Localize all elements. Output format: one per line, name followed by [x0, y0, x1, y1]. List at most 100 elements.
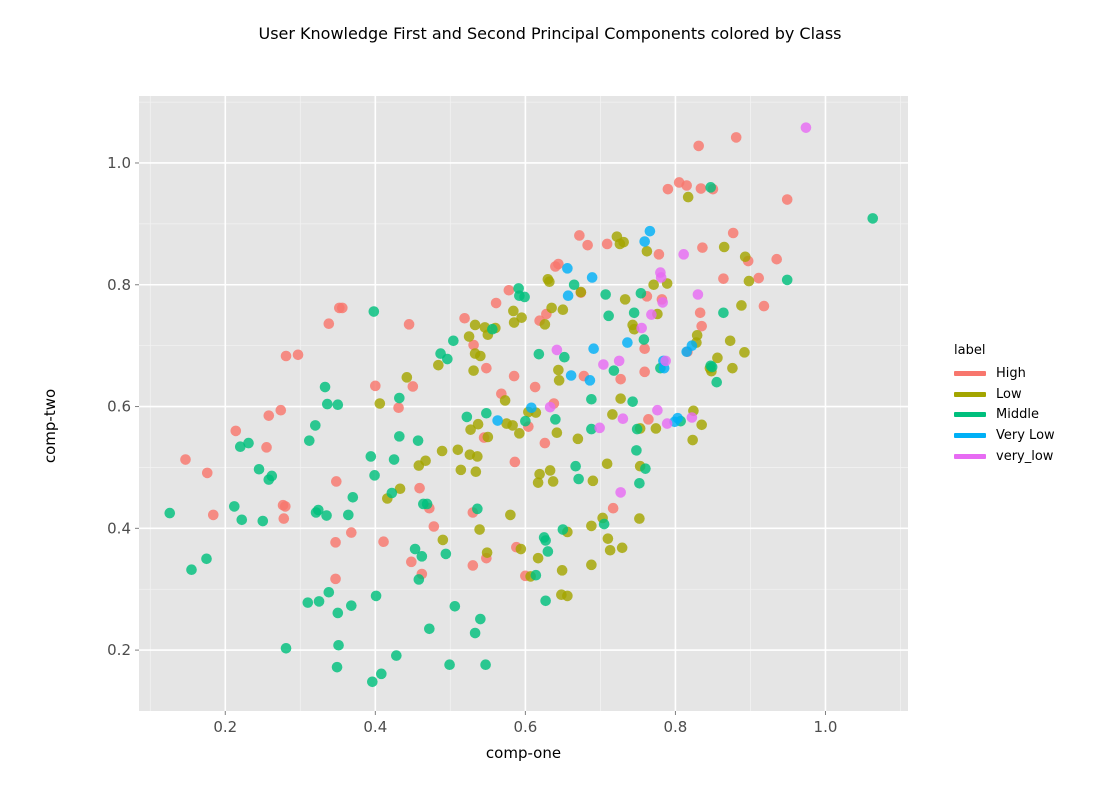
data-point-middle	[201, 553, 212, 565]
data-point-middle	[440, 548, 452, 560]
x-tick-label: 0.6	[513, 718, 537, 736]
data-point-middle	[570, 460, 581, 472]
data-point-low	[736, 300, 747, 311]
data-point-middle	[346, 600, 357, 611]
data-point-middle	[257, 515, 269, 527]
data-point-middle	[631, 445, 642, 456]
data-point-high	[406, 556, 417, 568]
x-tick-label: 1.0	[814, 718, 838, 736]
data-point-low	[572, 433, 584, 445]
data-point-low	[437, 534, 449, 546]
y-tick-label: 0.6	[107, 398, 131, 416]
data-point-middle	[416, 551, 428, 562]
data-point-middle	[386, 487, 398, 499]
data-point-very-low	[588, 343, 599, 354]
legend-key-very-low	[954, 453, 986, 459]
data-point-middle	[573, 473, 584, 485]
data-point-high	[607, 502, 619, 514]
data-point-low	[508, 305, 519, 317]
data-point-low	[615, 393, 626, 404]
data-point-low	[607, 409, 618, 420]
data-point-high	[180, 454, 191, 465]
legend-key-high	[954, 370, 986, 376]
data-point-middle	[542, 546, 554, 557]
data-point-high	[207, 509, 219, 521]
data-point-low	[619, 294, 631, 305]
data-point-middle	[394, 392, 405, 404]
data-point-middle	[424, 623, 435, 635]
data-point-middle	[480, 659, 491, 671]
data-point-high	[414, 482, 425, 494]
data-point-low	[475, 350, 486, 362]
data-point-middle	[533, 348, 545, 360]
data-point-middle	[343, 509, 354, 521]
data-point-high	[378, 536, 389, 548]
data-point-high	[279, 501, 291, 512]
data-point-middle	[368, 306, 380, 317]
data-point-low	[539, 319, 551, 330]
data-point-high	[503, 284, 515, 296]
data-point-low	[650, 423, 662, 434]
data-point-high	[292, 349, 304, 361]
data-point-middle	[540, 595, 551, 607]
data-point-low	[455, 464, 467, 476]
data-point-low	[551, 427, 563, 439]
data-point-low	[463, 331, 475, 342]
data-point-low	[727, 362, 738, 374]
data-point-high	[201, 467, 213, 479]
data-point-low	[739, 251, 751, 263]
x-axis-label: comp-one	[485, 744, 562, 762]
data-point-high	[280, 350, 292, 362]
data-point-low	[505, 509, 516, 521]
data-point-middle	[331, 661, 343, 673]
data-point-very-low	[594, 422, 605, 434]
data-point-middle	[469, 627, 481, 639]
data-point-middle	[321, 510, 332, 521]
legend-item-very-low: Very Low	[954, 425, 1055, 446]
data-point-low	[465, 424, 476, 435]
data-point-high	[393, 402, 404, 414]
y-axis-label: comp-two	[41, 388, 59, 464]
data-point-low	[532, 477, 544, 488]
data-point-low	[696, 419, 707, 431]
data-point-low	[718, 241, 730, 253]
data-point-middle	[530, 569, 542, 581]
data-point-low	[682, 191, 694, 203]
data-point-low	[641, 245, 653, 257]
data-point-middle	[266, 470, 278, 482]
data-point-low	[472, 451, 483, 462]
data-point-low	[648, 279, 659, 291]
data-point-low	[634, 513, 645, 524]
data-point-low	[562, 590, 573, 602]
y-tick-label: 1.0	[107, 154, 131, 172]
data-point-middle	[627, 396, 638, 407]
data-point-middle	[520, 415, 531, 427]
data-point-low	[514, 428, 525, 439]
data-point-high	[481, 362, 492, 374]
data-point-middle	[253, 463, 265, 475]
data-point-high	[615, 373, 626, 385]
data-point-high	[730, 132, 742, 143]
data-point-middle	[481, 407, 492, 419]
data-point-low	[604, 544, 616, 556]
data-point-high	[331, 476, 342, 487]
data-point-low	[575, 286, 587, 298]
data-point-high	[643, 414, 654, 425]
y-tick-label: 0.8	[107, 276, 131, 294]
data-point-middle	[711, 376, 722, 388]
y-tick-label: 0.4	[107, 519, 131, 537]
data-point-very-low	[644, 225, 656, 237]
data-point-middle	[347, 491, 359, 503]
data-point-high	[553, 258, 564, 270]
data-point-low	[743, 275, 755, 287]
data-point-very-low	[544, 401, 556, 413]
data-point-middle	[302, 597, 314, 608]
data-point-middle	[608, 365, 620, 376]
data-point-high	[370, 380, 381, 392]
data-point-middle	[376, 668, 387, 680]
data-point-very-low	[562, 263, 573, 274]
data-point-low	[553, 375, 565, 386]
data-point-high	[529, 381, 541, 393]
data-point-high	[459, 312, 470, 324]
data-point-low	[401, 372, 413, 383]
